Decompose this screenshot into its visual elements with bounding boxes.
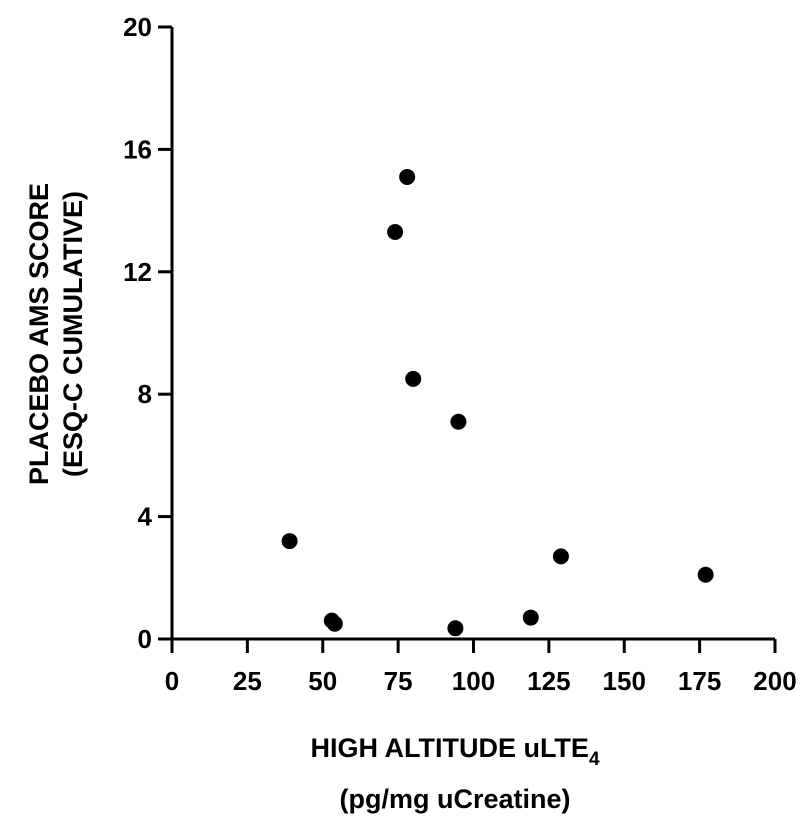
x-tick-label: 0	[165, 666, 179, 696]
y-axis-title-line1: PLACEBO AMS SCORE	[24, 183, 54, 485]
x-axis-title: HIGH ALTITUDE uLTE4 (pg/mg uCreatine)	[310, 733, 599, 814]
x-tick-label: 175	[678, 666, 721, 696]
data-point	[450, 413, 467, 430]
x-axis-title-main: HIGH ALTITUDE uLTE	[310, 733, 588, 763]
x-tick-label: 75	[384, 666, 413, 696]
x-tick-label: 50	[308, 666, 337, 696]
x-axis-title-line2: (pg/mg uCreatine)	[339, 784, 570, 814]
data-point	[387, 224, 404, 241]
y-tick-label: 0	[138, 624, 152, 654]
data-point	[552, 548, 569, 565]
y-tick-label: 16	[123, 134, 152, 164]
data-point	[405, 370, 422, 387]
axes	[170, 27, 775, 641]
data-point	[697, 566, 714, 583]
y-axis-title-line2: (ESQ-C CUMULATIVE)	[58, 191, 88, 477]
data-point	[326, 615, 343, 632]
x-axis-title-line1: HIGH ALTITUDE uLTE4	[310, 733, 599, 770]
data-points	[281, 168, 714, 637]
data-point	[399, 168, 416, 185]
data-point	[281, 533, 298, 550]
y-tick-label: 8	[138, 379, 152, 409]
x-ticks: 0 25 50 75 100 125 150 175 200	[165, 639, 797, 696]
data-point	[522, 609, 539, 626]
y-axis-title: PLACEBO AMS SCORE (ESQ-C CUMULATIVE)	[24, 183, 88, 485]
y-tick-label: 20	[123, 12, 152, 42]
data-point	[447, 620, 464, 637]
y-ticks: 0 4 8 12 16 20	[123, 12, 172, 654]
x-tick-label: 200	[753, 666, 796, 696]
x-tick-label: 150	[603, 666, 646, 696]
x-tick-label: 100	[452, 666, 495, 696]
y-tick-label: 12	[123, 257, 152, 287]
y-tick-label: 4	[138, 502, 153, 532]
x-axis-title-subscript: 4	[589, 749, 600, 770]
x-tick-label: 125	[527, 666, 570, 696]
x-tick-label: 25	[233, 666, 262, 696]
